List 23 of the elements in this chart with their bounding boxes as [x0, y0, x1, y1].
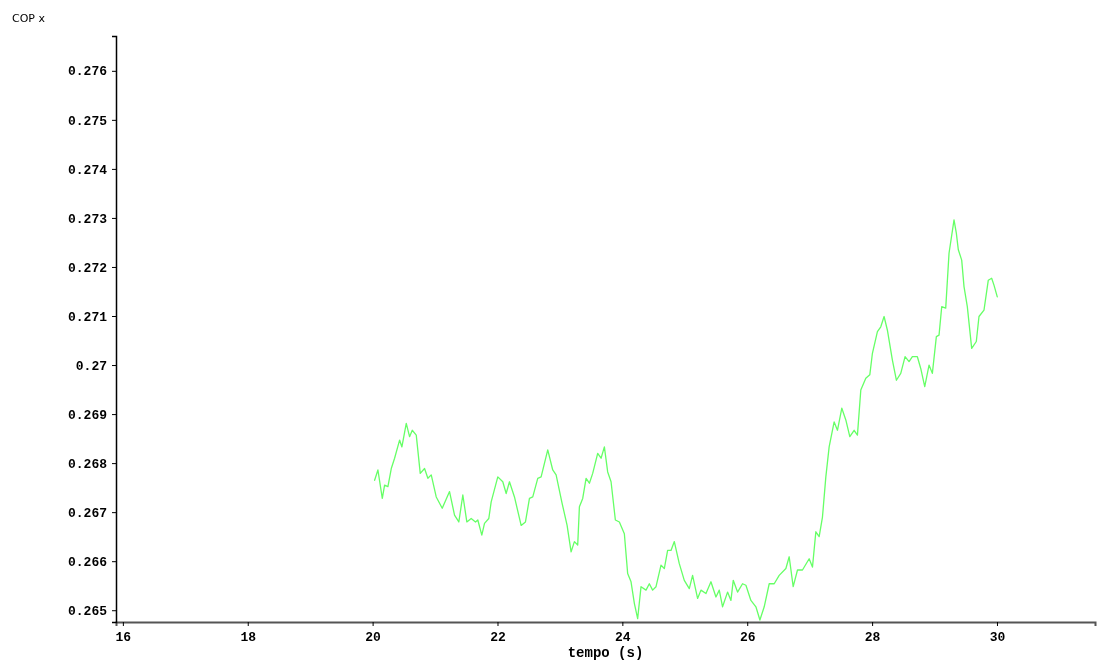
y-tick-label: 0.275: [67, 113, 108, 129]
y-tick-label: 0.265: [67, 603, 108, 619]
x-tick-label: 30: [989, 629, 1006, 645]
x-tick-label: 18: [240, 629, 257, 645]
y-tick-label: 0.267: [67, 505, 107, 521]
y-tick-label: 0.272: [67, 260, 108, 276]
line-series: [373, 219, 998, 621]
x-tick-label: 16: [115, 629, 132, 645]
x-tick-label: 24: [615, 629, 631, 645]
y-tick-label: 0.266: [67, 554, 108, 570]
x-tick-label: 22: [490, 629, 506, 645]
y-tick-label: 0.276: [67, 64, 108, 80]
y-axis-title: COP x: [12, 12, 46, 25]
y-tick-label: 0.271: [67, 309, 108, 325]
x-tick-label: 20: [365, 629, 382, 645]
y-tick-label: 0.27: [75, 358, 107, 374]
y-tick-label: 0.269: [67, 407, 108, 423]
y-tick-label: 0.274: [67, 162, 108, 178]
x-axis-title: tempo (s): [567, 645, 644, 661]
x-tick-label: 26: [739, 629, 756, 645]
y-tick-label: 0.273: [67, 211, 108, 227]
x-tick-label: 28: [864, 629, 881, 645]
y-tick-label: 0.268: [67, 456, 108, 472]
